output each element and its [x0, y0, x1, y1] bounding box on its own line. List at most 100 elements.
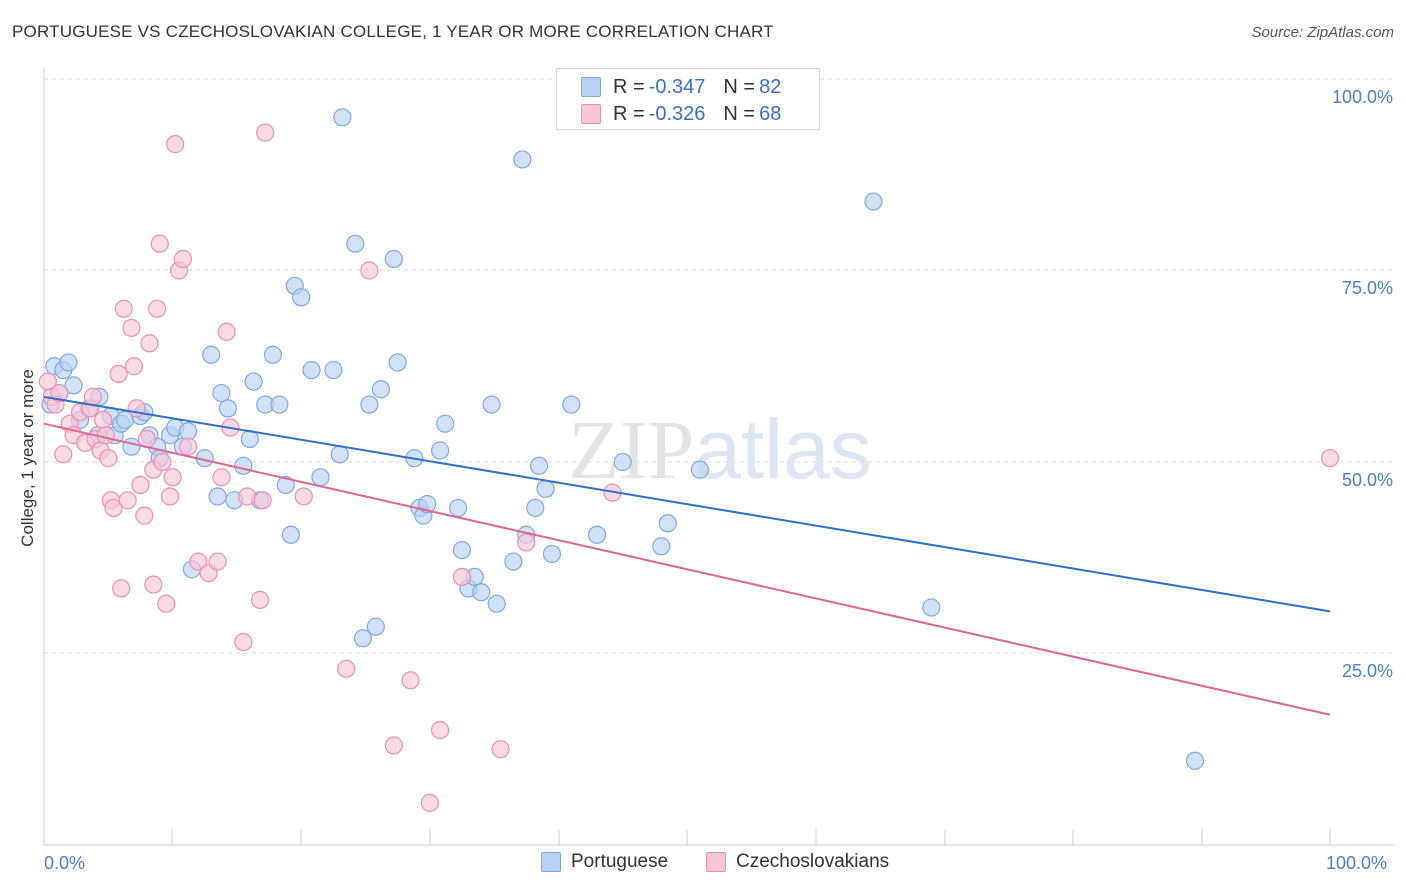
czechoslovakians-point — [234, 632, 253, 652]
y-tick-label: 50.0% — [1342, 470, 1393, 490]
czechoslovakians-point — [430, 720, 450, 740]
portuguese-point — [366, 617, 385, 636]
czechoslovakians-point — [452, 567, 472, 587]
legend-swatch-czechoslovakians — [581, 104, 601, 124]
czechoslovakians-point — [212, 468, 231, 487]
portuguese-point — [1185, 751, 1205, 770]
czechoslovakians-point — [144, 575, 163, 594]
legend-r-value: -0.326 — [648, 102, 706, 125]
czechoslovakians-point — [178, 437, 198, 456]
portuguese-point — [652, 537, 671, 556]
czechoslovakians-point — [124, 357, 144, 376]
czechoslovakians-point — [135, 506, 154, 525]
portuguese-point — [472, 583, 491, 602]
czechoslovakians-point — [360, 261, 379, 280]
czechoslovakians-point — [96, 426, 115, 445]
czechoslovakians-point — [217, 322, 236, 341]
czechoslovakians-point — [150, 234, 169, 253]
portuguese-point — [333, 108, 352, 127]
czechoslovakians-point — [153, 452, 172, 472]
czechoslovakians-point — [118, 491, 137, 510]
czechoslovakians-point — [109, 364, 128, 384]
portuguese-point — [234, 456, 253, 475]
czechoslovakians-point — [163, 468, 182, 487]
czechoslovakians-point — [1320, 449, 1340, 468]
czechoslovakians-point — [157, 594, 176, 613]
legend-r-label: R = — [613, 75, 645, 98]
portuguese-point — [482, 395, 501, 414]
portuguese-point — [302, 360, 321, 380]
czechoslovakians-point — [50, 383, 69, 403]
grid-lines — [44, 78, 1394, 654]
portuguese-point — [178, 422, 198, 441]
czechoslovakians-point — [256, 123, 275, 142]
portuguese-point — [418, 495, 437, 514]
portuguese-point — [448, 498, 468, 518]
y-tick-label: 25.0% — [1342, 661, 1393, 681]
bottom-legend-label: Czechoslovakians — [736, 851, 890, 872]
portuguese-point — [281, 525, 301, 544]
portuguese-point — [353, 629, 373, 648]
czechoslovakians-point — [253, 491, 272, 510]
portuguese-point — [64, 376, 83, 395]
legend-r-label: R = — [613, 102, 645, 125]
portuguese-point — [218, 399, 237, 418]
y-tick-label: 75.0% — [1342, 278, 1393, 298]
bottom-legend-czechoslovakians: Czechoslovakians — [706, 851, 889, 873]
watermark: ZIPatlas — [568, 402, 871, 497]
portuguese-point — [384, 249, 403, 269]
portuguese-point — [270, 395, 289, 414]
legend-row-czechoslovakians: R = -0.326 N = 68 — [581, 101, 781, 127]
y-axis-title: College, 1 year or more — [18, 369, 37, 547]
portuguese-point — [658, 514, 677, 533]
portuguese-point — [388, 353, 407, 372]
czechoslovakians-point — [173, 249, 192, 269]
czechoslovakians-point — [54, 445, 73, 464]
legend-n-value: 82 — [759, 75, 782, 98]
portuguese-point — [536, 479, 555, 498]
axes: 100.0% 75.0% 50.0% 25.0% — [43, 68, 1394, 846]
portuguese-point — [360, 395, 379, 414]
czechoslovakians-point — [94, 410, 113, 429]
czechoslovakians-point — [517, 533, 536, 552]
portuguese-point — [542, 544, 562, 564]
portuguese-point — [263, 345, 283, 364]
czechoslovakians-point — [208, 552, 227, 571]
czechoslovakians-point — [160, 487, 180, 506]
portuguese-trend-line — [43, 395, 1331, 613]
czechoslovakians-point — [131, 475, 150, 495]
legend-row-portuguese: R = -0.347 N = 82 — [581, 74, 781, 100]
x-axis-max-label: 100.0% — [1326, 853, 1388, 873]
czechoslovakians-point — [140, 334, 159, 353]
portuguese-point — [922, 598, 941, 617]
legend-n-value: 68 — [759, 102, 782, 125]
portuguese-point — [513, 150, 532, 169]
bottom-legend-label: Portuguese — [571, 851, 669, 872]
czechoslovakians-point — [99, 449, 118, 468]
portuguese-point — [346, 234, 365, 253]
portuguese-point — [690, 460, 709, 479]
portuguese-point — [436, 414, 455, 433]
czechoslovakians-point — [166, 135, 185, 154]
x-axis-min-label: 0.0% — [44, 853, 86, 873]
portuguese-point — [208, 487, 227, 506]
portuguese-point — [59, 353, 78, 372]
portuguese-point — [292, 288, 311, 307]
czechoslovakians-point — [250, 590, 270, 609]
portuguese-point — [122, 437, 141, 456]
czechoslovakians-point — [104, 498, 123, 518]
bottom-legend-portuguese: Portuguese — [541, 851, 668, 873]
y-tick-label: 100.0% — [1332, 87, 1393, 107]
chart-title: PORTUGUESE VS CZECHOSLOVAKIAN COLLEGE, 1… — [12, 22, 774, 41]
legend-r-value: -0.347 — [648, 75, 706, 98]
portuguese-point — [452, 540, 472, 560]
czechoslovakians-point — [122, 318, 141, 338]
czechoslovakians-point — [112, 579, 131, 598]
czechoslovakians-point — [83, 387, 102, 406]
portuguese-point — [613, 452, 632, 472]
trend-lines — [43, 395, 1331, 716]
portuguese-point — [202, 345, 221, 364]
legend-n-label: N = — [723, 102, 756, 125]
bottom-legend-swatch-portuguese — [541, 852, 561, 872]
